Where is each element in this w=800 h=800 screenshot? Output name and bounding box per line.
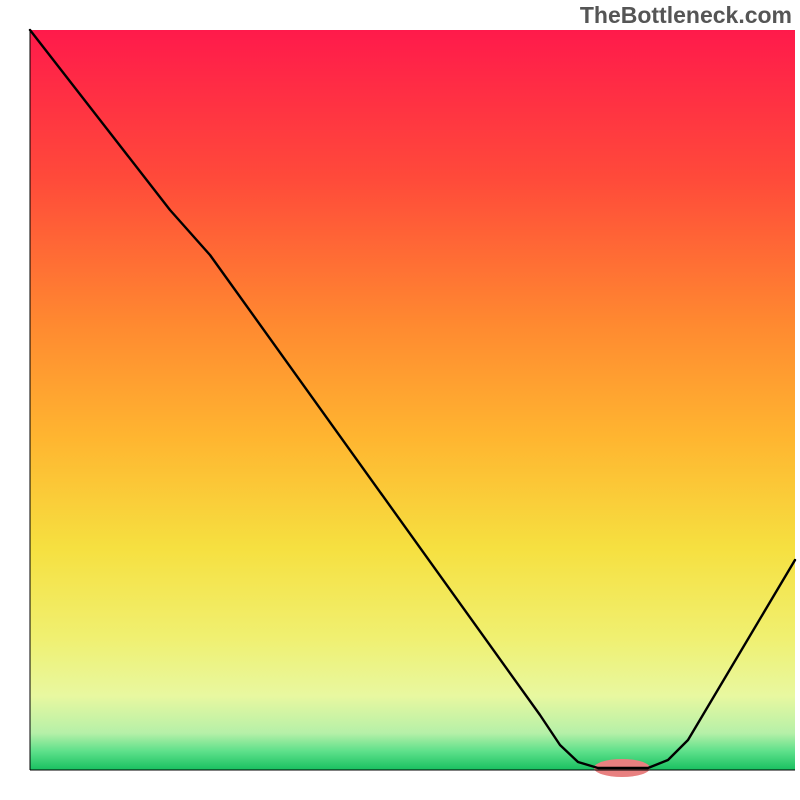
watermark-text: TheBottleneck.com xyxy=(580,2,792,29)
plot-background xyxy=(30,30,795,770)
bottleneck-chart xyxy=(0,0,800,800)
chart-container: TheBottleneck.com xyxy=(0,0,800,800)
